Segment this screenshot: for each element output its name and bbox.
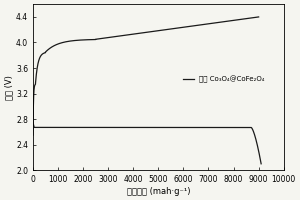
X-axis label: 放电容量 (mah·g⁻¹): 放电容量 (mah·g⁻¹) (127, 187, 190, 196)
Y-axis label: 电压 (V): 电压 (V) (4, 75, 13, 100)
Legend: 碳载 Co₃O₄@CoFe₂O₄: 碳载 Co₃O₄@CoFe₂O₄ (181, 72, 268, 85)
